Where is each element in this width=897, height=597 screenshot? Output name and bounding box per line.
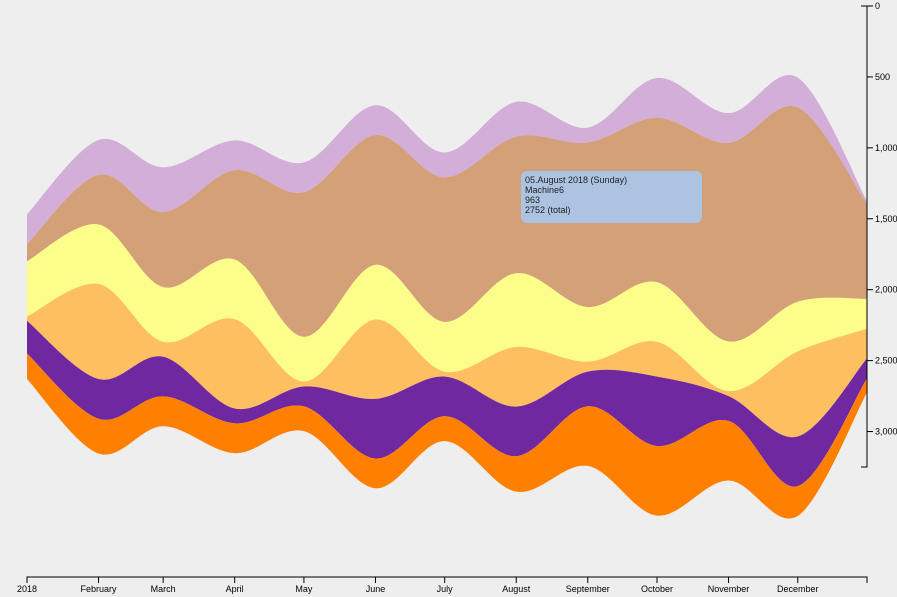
- y-tick: 1,000: [867, 143, 897, 153]
- tooltip: 05.August 2018 (Sunday) Machine6 963 275…: [521, 171, 702, 223]
- x-tick-label: February: [81, 584, 118, 594]
- y-tick-label: 3,000: [875, 427, 897, 437]
- x-tick-label: August: [502, 584, 531, 594]
- x-tick: September: [566, 577, 610, 594]
- x-tick: August: [502, 577, 531, 594]
- x-tick: April: [226, 577, 244, 594]
- stream-layers: [27, 74, 867, 519]
- y-tick-label: 500: [875, 72, 890, 82]
- stream-layer-6[interactable]: [27, 353, 867, 519]
- x-tick: February: [81, 577, 118, 594]
- x-tick-label: October: [641, 584, 673, 594]
- tooltip-date: 05.August 2018 (Sunday): [525, 175, 628, 185]
- stream-layer-3[interactable]: [27, 224, 867, 392]
- y-tick: 2,500: [867, 356, 897, 366]
- stream-layer-1[interactable]: [27, 74, 867, 245]
- x-tick: October: [641, 577, 673, 594]
- x-tick: May: [295, 577, 313, 594]
- x-tick: December: [777, 577, 819, 594]
- x-tick-label: September: [566, 584, 610, 594]
- y-tick-label: 2,000: [875, 285, 897, 295]
- x-tick-label: April: [226, 584, 244, 594]
- x-axis-line: [26, 576, 868, 583]
- x-tick-label: March: [151, 584, 176, 594]
- y-axis: 0 500 1,000 1,500 2,000 2,500 3,000: [861, 1, 897, 468]
- stream-layer-4[interactable]: [27, 283, 867, 438]
- x-tick-label: June: [366, 584, 386, 594]
- y-tick-label: 1,500: [875, 214, 897, 224]
- y-tick: 500: [867, 72, 890, 82]
- y-tick-label: 2,500: [875, 356, 897, 366]
- y-tick: 2,000: [867, 285, 897, 295]
- stream-layer-2[interactable]: [27, 105, 867, 342]
- x-tick-label: November: [708, 584, 750, 594]
- y-tick: 3,000: [867, 427, 897, 437]
- x-axis: 2018 February March April May June July August S…: [17, 576, 868, 594]
- y-tick: 0: [867, 1, 880, 11]
- x-tick: March: [151, 577, 176, 594]
- y-tick-label: 1,000: [875, 143, 897, 153]
- y-axis-line: [861, 5, 868, 468]
- tooltip-total: 2752 (total): [525, 205, 571, 215]
- y-tick: 1,500: [867, 214, 897, 224]
- x-tick-label: 2018: [17, 584, 37, 594]
- stream-layer-5[interactable]: [27, 320, 867, 487]
- tooltip-value: 963: [525, 195, 541, 205]
- x-tick-label: December: [777, 584, 819, 594]
- y-tick-label: 0: [875, 1, 880, 11]
- x-tick: 2018: [17, 577, 37, 594]
- x-tick: July: [437, 577, 454, 594]
- tooltip-series: Machine6: [525, 185, 565, 195]
- x-tick: June: [366, 577, 386, 594]
- x-tick-label: July: [437, 584, 454, 594]
- x-tick: November: [708, 577, 750, 594]
- x-tick-label: May: [295, 584, 313, 594]
